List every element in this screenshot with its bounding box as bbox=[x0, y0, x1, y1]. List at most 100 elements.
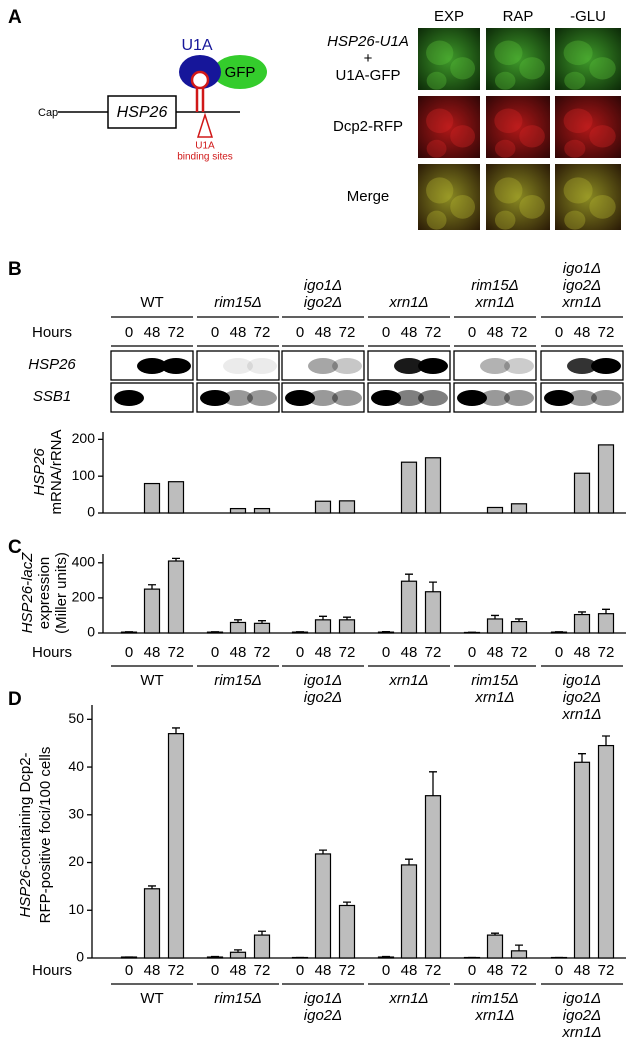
panel-label: D bbox=[8, 689, 22, 710]
blot-band bbox=[200, 390, 230, 406]
hour-label: 72 bbox=[168, 324, 185, 341]
y-tick-label: 400 bbox=[72, 553, 96, 569]
cell bbox=[563, 40, 593, 66]
y-tick-label: 0 bbox=[76, 949, 84, 965]
error-bar bbox=[148, 885, 156, 889]
error-bar bbox=[234, 949, 242, 953]
error-bar bbox=[515, 944, 523, 951]
hour-label: 48 bbox=[487, 962, 504, 979]
group-label: igo2Δ bbox=[304, 294, 342, 311]
cell bbox=[426, 139, 447, 158]
error-bar bbox=[258, 620, 266, 624]
bar bbox=[377, 631, 395, 634]
cap-label: Cap bbox=[38, 107, 58, 119]
blot-band bbox=[418, 358, 448, 374]
sites-label: binding sites bbox=[177, 152, 233, 163]
blot-band bbox=[371, 390, 401, 406]
blot-label: SSB1 bbox=[33, 388, 71, 405]
cell bbox=[494, 177, 523, 204]
cell bbox=[564, 210, 586, 230]
hour-label: 0 bbox=[555, 324, 563, 341]
y-tick-label: 50 bbox=[68, 710, 84, 726]
panel-label: B bbox=[8, 259, 22, 280]
bar bbox=[400, 864, 418, 959]
group-label: igo2Δ bbox=[304, 689, 342, 706]
micrograph bbox=[555, 164, 621, 230]
blot-band bbox=[504, 390, 534, 406]
bar bbox=[573, 613, 591, 634]
error-bar bbox=[429, 581, 437, 592]
micrograph bbox=[555, 96, 621, 158]
bar bbox=[597, 444, 615, 514]
hairpin-loop bbox=[190, 70, 210, 90]
error-bar bbox=[515, 618, 523, 622]
y-axis-label-part: RFP-positive foci/100 cells bbox=[37, 747, 54, 924]
cell bbox=[519, 125, 545, 148]
group-label: igo1Δ bbox=[304, 990, 342, 1007]
hour-label: 72 bbox=[511, 962, 528, 979]
cell bbox=[494, 139, 516, 158]
y-axis-label: HSP26-lacZ bbox=[19, 552, 36, 634]
cell bbox=[494, 71, 516, 90]
cell bbox=[589, 57, 616, 80]
y-axis-label-part: HSP26-lacZ bbox=[19, 552, 36, 634]
y-axis-label: HSP26 bbox=[31, 448, 48, 496]
error-bar bbox=[491, 932, 499, 936]
hour-label: 0 bbox=[468, 644, 476, 661]
error-bar bbox=[578, 611, 586, 615]
hour-label: 0 bbox=[468, 962, 476, 979]
hour-label: 72 bbox=[168, 644, 185, 661]
hour-label: 72 bbox=[598, 324, 615, 341]
hour-label: 72 bbox=[425, 962, 442, 979]
group-label: xrn1Δ bbox=[474, 294, 514, 311]
blot-label: HSP26 bbox=[28, 356, 76, 373]
bar bbox=[253, 507, 271, 514]
hour-label: 48 bbox=[315, 324, 332, 341]
hour-label: 72 bbox=[425, 644, 442, 661]
blot-band bbox=[247, 390, 277, 406]
group-label: igo1Δ bbox=[563, 672, 601, 689]
hour-label: 72 bbox=[511, 644, 528, 661]
bar bbox=[424, 457, 442, 514]
column-label: -GLU bbox=[570, 8, 606, 25]
group-label: xrn1Δ bbox=[561, 706, 601, 723]
hour-label: 48 bbox=[487, 644, 504, 661]
hour-label: 48 bbox=[574, 644, 591, 661]
blot-band bbox=[504, 358, 534, 374]
group-label: xrn1Δ bbox=[474, 689, 514, 706]
cell bbox=[450, 195, 476, 219]
row-label: HSP26-U1A bbox=[327, 33, 409, 50]
gfp-label: GFP bbox=[225, 64, 256, 81]
bar bbox=[229, 621, 247, 634]
blot-band bbox=[161, 358, 191, 374]
panel-label: C bbox=[8, 537, 22, 558]
hour-label: 0 bbox=[382, 644, 390, 661]
group-label: xrn1Δ bbox=[388, 990, 428, 1007]
hour-label: 48 bbox=[230, 644, 247, 661]
bar bbox=[486, 934, 504, 959]
hour-label: 48 bbox=[144, 324, 161, 341]
hour-label: 0 bbox=[125, 644, 133, 661]
hour-label: 48 bbox=[401, 324, 418, 341]
hours-label: Hours bbox=[32, 324, 72, 341]
micrograph bbox=[486, 96, 550, 158]
bar bbox=[229, 507, 247, 514]
y-axis-label-part: expression bbox=[36, 557, 53, 630]
hour-label: 72 bbox=[254, 644, 271, 661]
hour-label: 72 bbox=[254, 324, 271, 341]
cell bbox=[450, 125, 476, 148]
y-axis-label-part: (Miller units) bbox=[53, 552, 70, 634]
bar bbox=[314, 619, 332, 634]
hour-label: 72 bbox=[339, 324, 356, 341]
cell bbox=[589, 195, 616, 219]
bar bbox=[400, 580, 418, 634]
group-label: rim15Δ bbox=[471, 277, 519, 294]
hour-label: 48 bbox=[401, 962, 418, 979]
group-label: WT bbox=[140, 672, 163, 689]
blot-band bbox=[137, 358, 167, 374]
group-label: rim15Δ bbox=[214, 294, 262, 311]
micrograph bbox=[555, 28, 621, 90]
cell bbox=[426, 108, 454, 134]
row-label: Merge bbox=[347, 188, 390, 205]
bar bbox=[338, 619, 356, 634]
